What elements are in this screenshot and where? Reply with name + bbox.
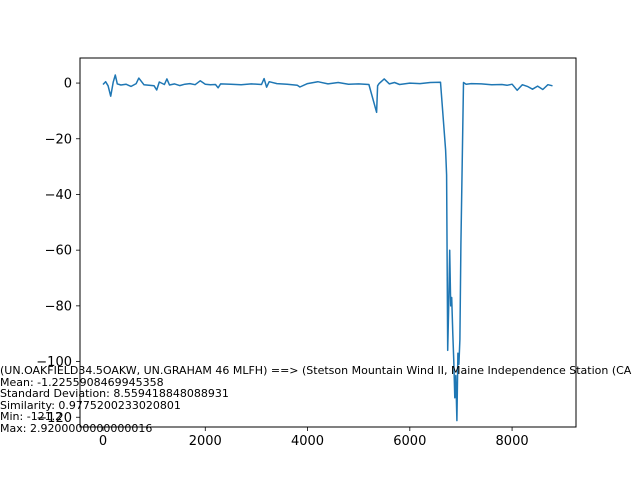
- y-axis: 0 −20 −40 −60 −80 −100 −120: [36, 77, 80, 426]
- annotation-line: Similarity: 0.9775200233020801: [0, 399, 181, 412]
- x-axis: 0 2000 4000 6000 8000: [99, 427, 529, 449]
- plot-area: [80, 58, 576, 427]
- annotation-line: Standard Deviation: 8.559418848088931: [0, 387, 229, 400]
- y-tick-label: −80: [45, 299, 72, 314]
- series-layer: [102, 74, 553, 422]
- y-tick-label: −100: [36, 355, 72, 370]
- stats-annotation: (UN.OAKFIELD34.5OAKW, UN.GRAHAM 46 MLFH)…: [0, 364, 632, 435]
- x-tick-label: 2000: [189, 434, 222, 449]
- y-tick-label: −40: [45, 188, 72, 203]
- y-tick-label: −60: [45, 244, 72, 259]
- axes-frame: [79, 57, 577, 428]
- annotation-line: Mean: -1.2255908469945358: [0, 376, 164, 389]
- annotation-line: Max: 2.9200000000000016: [0, 422, 152, 435]
- x-tick-label: 0: [99, 434, 107, 449]
- x-tick-label: 6000: [393, 434, 426, 449]
- x-tick-label: 8000: [496, 434, 529, 449]
- series-line: [102, 74, 553, 422]
- annotation-line: (UN.OAKFIELD34.5OAKW, UN.GRAHAM 46 MLFH)…: [0, 364, 632, 377]
- annotation-line: Min: -121.2: [0, 410, 62, 423]
- y-tick-label: 0: [64, 77, 72, 92]
- y-tick-label: −120: [36, 411, 72, 426]
- y-tick-label: −20: [45, 132, 72, 147]
- x-tick-label: 4000: [291, 434, 324, 449]
